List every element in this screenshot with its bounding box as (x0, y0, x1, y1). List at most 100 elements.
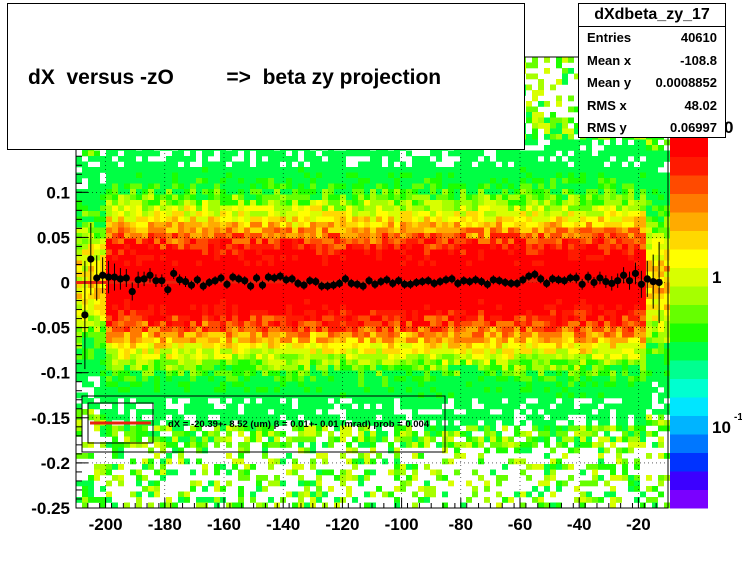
heatmap-cell (424, 381, 430, 388)
heatmap-cell (76, 156, 82, 162)
heatmap-cell (502, 381, 508, 388)
heatmap-cell (172, 222, 178, 228)
heatmap-cell (262, 420, 268, 426)
heatmap-cell (340, 282, 346, 289)
heatmap-cell (514, 183, 520, 190)
heatmap-cell (274, 398, 280, 404)
heatmap-cell (418, 271, 424, 278)
heatmap-cell (310, 167, 316, 173)
heatmap-cell (364, 233, 370, 239)
heatmap-cell (346, 183, 352, 190)
heatmap-cell (346, 392, 352, 399)
heatmap-cell (358, 266, 364, 272)
heatmap-cell (466, 233, 472, 239)
heatmap-cell (442, 189, 448, 195)
heatmap-cell (466, 194, 472, 201)
heatmap-cell (274, 178, 280, 184)
heatmap-cell (118, 326, 124, 333)
heatmap-cell (484, 321, 490, 327)
heatmap-cell (538, 238, 544, 245)
heatmap-cell (388, 211, 394, 217)
heatmap-cell (124, 200, 130, 206)
heatmap-cell (358, 436, 364, 443)
heatmap-cell (124, 381, 130, 388)
heatmap-cell (502, 332, 508, 338)
heatmap-cell (454, 365, 460, 371)
heatmap-cell (364, 266, 370, 272)
heatmap-cell (448, 293, 454, 300)
heatmap-cell (226, 469, 232, 476)
heatmap-cell (394, 453, 400, 459)
heatmap-cell (292, 458, 298, 465)
heatmap-cell (442, 381, 448, 388)
heatmap-cell (298, 376, 304, 382)
heatmap-cell (106, 431, 112, 437)
heatmap-cell (478, 332, 484, 338)
heatmap-cell (148, 172, 154, 179)
heatmap-cell (526, 260, 532, 267)
heatmap-cell (214, 480, 220, 487)
heatmap-cell (322, 321, 328, 327)
heatmap-cell (382, 326, 388, 333)
heatmap-cell (100, 238, 106, 245)
heatmap-cell (268, 271, 274, 278)
heatmap-cell (328, 315, 334, 322)
heatmap-cell (436, 431, 442, 437)
heatmap-cell (328, 469, 334, 476)
heatmap-cell (172, 425, 178, 432)
heatmap-cell (190, 304, 196, 311)
heatmap-cell (298, 299, 304, 305)
heatmap-cell (436, 365, 442, 371)
heatmap-cell (160, 222, 166, 228)
heatmap-cell (148, 222, 154, 228)
heatmap-cell (298, 315, 304, 322)
heatmap-cell (436, 249, 442, 256)
heatmap-cell (520, 381, 526, 388)
heatmap-cell (466, 260, 472, 267)
heatmap-cell (322, 189, 328, 195)
heatmap-cell (376, 453, 382, 459)
heatmap-cell (508, 260, 514, 267)
heatmap-cell (376, 354, 382, 360)
heatmap-cell (400, 211, 406, 217)
heatmap-cell (160, 205, 166, 212)
heatmap-cell (142, 167, 148, 173)
heatmap-cell (286, 398, 292, 404)
heatmap-cell (394, 189, 400, 195)
heatmap-cell (298, 172, 304, 179)
heatmap-cell (346, 431, 352, 437)
heatmap-cell (526, 293, 532, 300)
heatmap-cell (466, 376, 472, 382)
heatmap-cell (82, 376, 88, 382)
heatmap-cell (532, 414, 538, 421)
heatmap-cell (214, 321, 220, 327)
heatmap-cell (220, 167, 226, 173)
heatmap-cell (496, 194, 502, 201)
heatmap-cell (358, 414, 364, 421)
heatmap-cell (544, 205, 550, 212)
heatmap-cell (142, 183, 148, 190)
heatmap-cell (112, 365, 118, 371)
heatmap-cell (460, 442, 466, 448)
heatmap-cell (208, 194, 214, 201)
heatmap-cell (286, 359, 292, 366)
heatmap-cell (76, 266, 82, 272)
heatmap-cell (484, 238, 490, 245)
heatmap-cell (436, 266, 442, 272)
heatmap-cell (202, 249, 208, 256)
heatmap-cell (136, 205, 142, 212)
heatmap-cell (376, 343, 382, 349)
heatmap-cell (226, 376, 232, 382)
heatmap-cell (322, 458, 328, 465)
heatmap-cell (460, 194, 466, 201)
heatmap-cell (370, 293, 376, 300)
heatmap-cell (238, 337, 244, 344)
heatmap-cell (514, 321, 520, 327)
heatmap-cell (478, 436, 484, 443)
heatmap-cell (166, 310, 172, 316)
heatmap-cell (232, 189, 238, 195)
heatmap-cell (502, 156, 508, 162)
heatmap-cell (328, 227, 334, 234)
heatmap-cell (412, 304, 418, 311)
heatmap-cell (532, 337, 538, 344)
